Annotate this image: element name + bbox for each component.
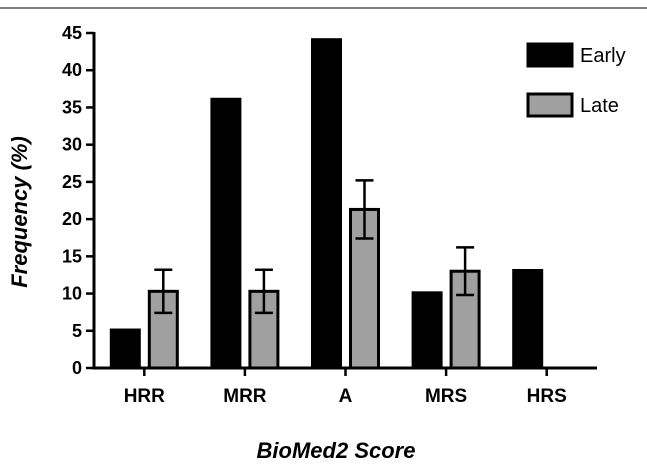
y-tick-label: 10	[62, 284, 82, 304]
x-tick-label: A	[339, 386, 353, 407]
x-tick-label: MRR	[223, 386, 267, 407]
legend-label-late: Late	[580, 95, 619, 117]
bar-early-mrs	[411, 291, 443, 370]
bar-early-mrr	[210, 97, 242, 370]
plot-area: HRR MRR A MRS HRS 0 5 10 15 20 25 30 35 40 45 Early Late	[62, 23, 626, 407]
y-axis-title: Frequency (%)	[7, 136, 32, 288]
x-tick-label: HRS	[527, 386, 567, 407]
x-tick-label: HRR	[124, 386, 165, 407]
x-axis-title: BioMed2 Score	[257, 438, 416, 463]
y-tick-label: 35	[62, 97, 82, 117]
legend-label-early: Early	[580, 45, 626, 67]
y-tick-label: 30	[62, 135, 82, 155]
x-tick-label: MRS	[425, 386, 467, 407]
bar-early-hrs	[512, 268, 544, 370]
bar-early-a	[311, 38, 342, 370]
y-tick-label: 15	[62, 246, 82, 266]
legend-swatch-early	[526, 42, 574, 68]
y-tick-label: 5	[72, 321, 82, 341]
y-tick-label: 25	[62, 172, 82, 192]
legend-swatch-late	[526, 92, 574, 118]
y-tick-label: 45	[62, 23, 82, 43]
bar-early-hrr	[109, 328, 141, 370]
y-tick-label: 20	[62, 209, 82, 229]
y-tick-label: 40	[62, 60, 82, 80]
y-tick-label: 0	[72, 358, 82, 378]
